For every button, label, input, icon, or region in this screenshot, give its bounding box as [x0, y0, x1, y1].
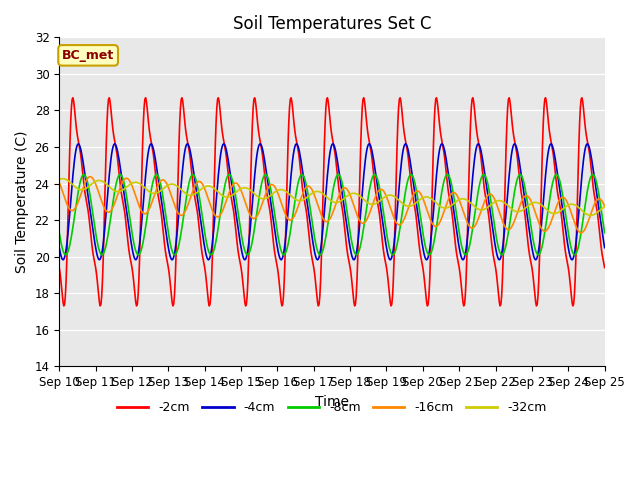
-16cm — [176, 212, 184, 218]
Line: -4cm: -4cm — [60, 144, 605, 260]
-4cm — [200, 240, 208, 246]
-4cm — [147, 141, 155, 147]
-8cm — [378, 199, 386, 205]
-32cm — [552, 211, 559, 216]
-32cm — [324, 195, 332, 201]
-4cm — [177, 190, 184, 196]
-8cm — [325, 214, 333, 220]
Title: Soil Temperatures Set C: Soil Temperatures Set C — [233, 15, 431, 33]
Line: -2cm: -2cm — [60, 98, 605, 306]
-4cm — [325, 157, 333, 163]
-32cm — [199, 185, 207, 191]
-4cm — [378, 215, 386, 220]
-16cm — [552, 206, 559, 212]
-2cm — [433, 95, 440, 101]
-4cm — [60, 257, 67, 263]
-32cm — [60, 176, 67, 181]
-2cm — [175, 142, 183, 147]
-16cm — [86, 174, 94, 180]
-16cm — [199, 182, 207, 188]
-2cm — [431, 105, 439, 110]
Line: -16cm: -16cm — [60, 177, 605, 233]
-2cm — [56, 265, 63, 271]
-8cm — [79, 171, 87, 177]
-32cm — [56, 177, 63, 182]
-16cm — [601, 204, 609, 209]
-16cm — [56, 180, 63, 185]
-4cm — [552, 162, 560, 168]
Line: -8cm: -8cm — [60, 174, 605, 255]
-32cm — [431, 199, 439, 204]
-8cm — [601, 230, 609, 236]
-4cm — [56, 245, 63, 251]
-16cm — [577, 230, 585, 236]
Text: BC_met: BC_met — [62, 49, 115, 62]
-8cm — [200, 225, 208, 231]
-2cm — [278, 303, 286, 309]
-16cm — [431, 224, 439, 229]
-8cm — [177, 234, 184, 240]
-16cm — [378, 186, 385, 192]
-4cm — [432, 181, 440, 187]
-8cm — [432, 229, 440, 235]
Legend: -2cm, -4cm, -8cm, -16cm, -32cm: -2cm, -4cm, -8cm, -16cm, -32cm — [112, 396, 552, 420]
-2cm — [198, 252, 206, 258]
X-axis label: Time: Time — [315, 395, 349, 408]
-32cm — [176, 185, 184, 191]
Line: -32cm: -32cm — [60, 179, 605, 216]
-32cm — [601, 204, 609, 210]
-4cm — [601, 245, 609, 251]
-8cm — [552, 171, 560, 177]
Y-axis label: Soil Temperature (C): Soil Temperature (C) — [15, 131, 29, 273]
-2cm — [378, 227, 385, 233]
-8cm — [61, 252, 69, 258]
-2cm — [601, 265, 609, 271]
-2cm — [552, 178, 560, 184]
-32cm — [586, 213, 594, 218]
-32cm — [378, 197, 385, 203]
-8cm — [56, 230, 63, 236]
-2cm — [324, 98, 332, 104]
-16cm — [324, 218, 332, 224]
